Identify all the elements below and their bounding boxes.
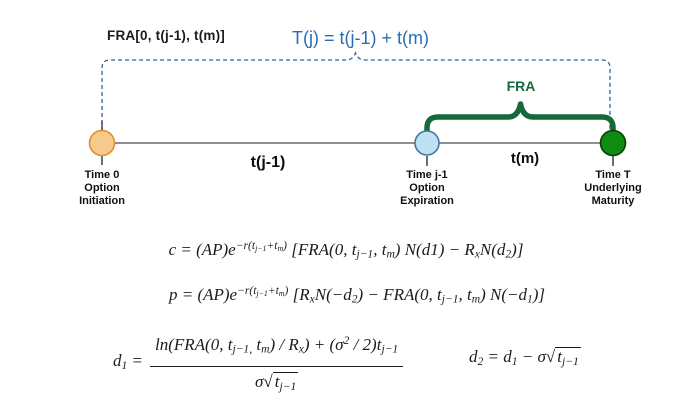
fra-range-label: FRA[0, t(j-1), t(m)] — [107, 28, 225, 43]
d1-lhs: d1 = — [113, 350, 144, 372]
d1-fraction: ln(FRA(0, tj−1, tm) / Rx) + (σ2 / 2)tj−1… — [150, 329, 404, 394]
d1-formula: d1 = ln(FRA(0, tj−1, tm) / Rx) + (σ2 / 2… — [113, 329, 404, 394]
fra-brace — [424, 101, 616, 139]
d2-formula: d2 = d1 − σ√ tj−1 — [469, 347, 581, 368]
time0-node-caption: Time 0 Option Initiation — [79, 169, 125, 208]
timeT-node-circle — [599, 129, 627, 157]
caption-line: Time j-1 — [406, 169, 448, 181]
caption-line: Underlying — [584, 182, 642, 194]
caption-line: Time T — [595, 169, 631, 181]
caption-line: Option — [409, 182, 445, 194]
timeT-node-caption: Time T Underlying Maturity — [584, 169, 641, 208]
time0-node-circle — [88, 129, 116, 157]
call-price-formula: c = (AP)e−r(tj−1+tm) [FRA(0, tj−1, tm) N… — [168, 239, 524, 261]
caption-line: Option — [84, 182, 120, 194]
dashed-total-period-bracket — [101, 51, 611, 131]
fra-brace-label: FRA — [506, 78, 536, 94]
put-price-formula: p = (AP)e−r(tj−1+tm) [RxN(−d2) − FRA(0, … — [168, 284, 546, 306]
caption-line: Expiration — [400, 195, 454, 207]
timej1-node-caption: Time j-1 Option Expiration — [400, 169, 454, 208]
caption-line: Maturity — [591, 195, 635, 207]
timej1-node-circle — [414, 130, 440, 156]
caption-line: Initiation — [79, 195, 125, 207]
segment-label-tm: t(m) — [510, 150, 540, 167]
caption-line: Time 0 — [84, 169, 120, 181]
d1-denominator: σ√ tj−1 — [255, 371, 299, 393]
total-time-equation: T(j) = t(j-1) + t(m) — [292, 28, 429, 48]
segment-label-tj1: t(j-1) — [250, 154, 286, 171]
d1-numerator: ln(FRA(0, tj−1, tm) / Rx) + (σ2 / 2)tj−1 — [150, 329, 404, 367]
